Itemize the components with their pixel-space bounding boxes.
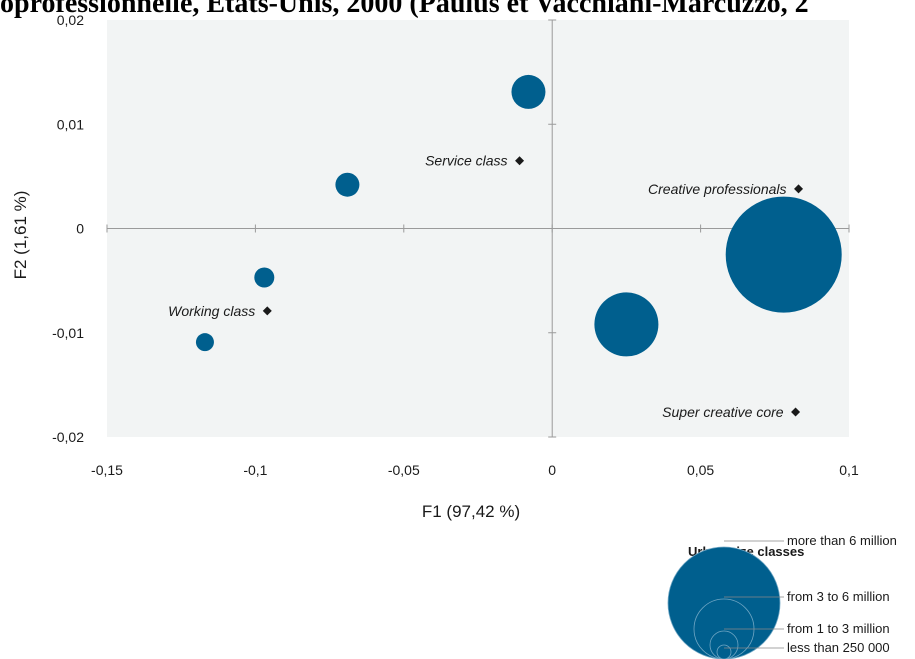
data-bubble — [195, 333, 214, 352]
y-tick-label: 0,01 — [57, 116, 84, 132]
y-tick-label: 0,02 — [57, 12, 84, 28]
legend-circle — [716, 644, 732, 659]
data-bubble — [335, 172, 360, 197]
legend-label: from 3 to 6 million — [787, 589, 890, 604]
axes — [106, 19, 850, 438]
category-marker — [791, 407, 801, 417]
category-markers: Service class Creative professionals Worki… — [168, 153, 804, 420]
category-label: Service class — [425, 153, 507, 169]
x-tick-label: -0,1 — [243, 462, 267, 478]
category-label: Creative professionals — [648, 181, 787, 197]
x-tick-label: 0,1 — [839, 462, 859, 478]
y-tick-label: -0,02 — [52, 429, 84, 445]
chart-title: oprofessionnelle, États-Unis, 2000 (Paul… — [0, 0, 809, 19]
x-tick-label: 0 — [548, 462, 556, 478]
x-axis-label: F1 (97,42 %) — [422, 502, 520, 521]
category-label: Super creative core — [662, 404, 784, 420]
bubble-layer — [195, 74, 842, 357]
legend-label: from 1 to 3 million — [787, 621, 890, 636]
legend-label: less than 250 000 — [787, 640, 890, 655]
tick-labels: -0,15 -0,1 -0,05 0 0,05 0,1 -0,02 -0,01 0 0,01 0,0… — [52, 12, 859, 478]
data-bubble — [254, 267, 275, 288]
category-marker — [794, 184, 804, 194]
data-bubble — [725, 196, 842, 313]
x-tick-label: -0,15 — [91, 462, 123, 478]
data-bubble — [594, 292, 659, 357]
category-label: Working class — [168, 303, 255, 319]
data-bubble — [511, 74, 546, 109]
y-axis-label: F2 (1,61 %) — [11, 191, 30, 280]
x-tick-label: -0,05 — [388, 462, 420, 478]
x-tick-label: 0,05 — [687, 462, 714, 478]
y-tick-label: 0 — [76, 221, 84, 237]
size-legend: Urban size classes more than 6 millionfr… — [667, 533, 897, 659]
category-marker — [515, 156, 525, 166]
category-marker — [262, 306, 272, 316]
legend-label: more than 6 million — [787, 533, 897, 548]
y-tick-label: -0,01 — [52, 325, 84, 341]
